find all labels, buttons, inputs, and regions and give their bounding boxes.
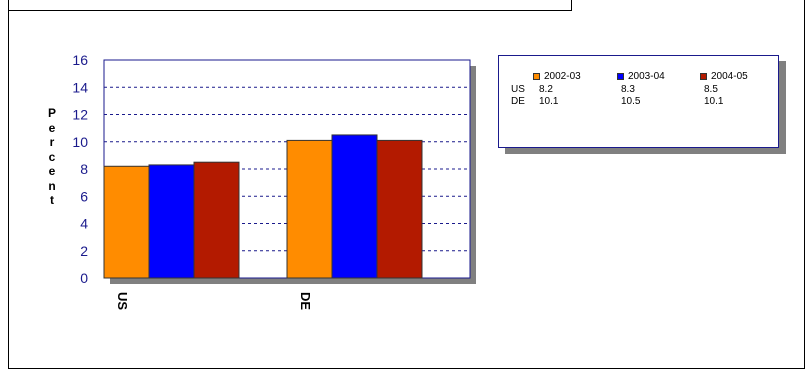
bar xyxy=(376,139,423,279)
legend-table: 2002-03 2003-04 2004-05 US 8.2 8.3 8.5 DE 10.1 10… xyxy=(498,55,779,148)
y-axis-label-char: n xyxy=(48,178,56,193)
y-tick-label: 6 xyxy=(80,188,88,204)
bar xyxy=(286,139,333,279)
legend-row-label: DE xyxy=(511,96,525,107)
bar xyxy=(331,134,378,279)
legend-value: 10.5 xyxy=(621,96,641,107)
top-border-notch xyxy=(571,0,572,11)
y-tick-label: 4 xyxy=(80,216,88,232)
legend-series-item: 2002-03 xyxy=(533,70,581,82)
legend-series-name: 2004-05 xyxy=(711,70,748,82)
legend-series-item: 2004-05 xyxy=(700,70,748,82)
y-axis-label-char: r xyxy=(49,135,55,149)
legend-value: 10.1 xyxy=(539,96,559,107)
y-axis-label-char: e xyxy=(48,120,56,135)
legend-value: 8.5 xyxy=(704,84,718,95)
chart-frame xyxy=(8,0,805,369)
x-category-label: DE xyxy=(298,292,313,310)
legend-swatch xyxy=(700,72,707,80)
y-tick-label: 0 xyxy=(80,270,88,286)
y-axis-label-char: P xyxy=(47,106,56,120)
bar xyxy=(103,165,150,279)
bar xyxy=(193,161,240,279)
top-border-line xyxy=(8,10,572,11)
legend-value: 10.1 xyxy=(704,96,724,107)
legend-swatch xyxy=(533,72,540,80)
y-axis-label-char: t xyxy=(50,193,54,207)
legend-swatch xyxy=(617,72,624,80)
legend-series-name: 2002-03 xyxy=(544,70,581,82)
y-tick-label: 16 xyxy=(72,52,88,68)
x-category-label: US xyxy=(115,292,130,310)
y-axis-label-char: e xyxy=(48,164,56,178)
legend-value: 8.3 xyxy=(621,84,635,95)
legend-series-item: 2003-04 xyxy=(617,70,665,82)
y-tick-label: 8 xyxy=(80,161,88,177)
y-tick-label: 2 xyxy=(80,243,88,259)
bar xyxy=(148,164,195,279)
legend-value: 8.2 xyxy=(539,84,553,95)
y-tick-label: 12 xyxy=(72,107,88,123)
y-axis-label-char: c xyxy=(48,149,56,164)
legend-series-name: 2003-04 xyxy=(628,70,665,82)
y-tick-label: 10 xyxy=(72,134,88,150)
y-tick-label: 14 xyxy=(72,79,88,95)
legend-row-label: US xyxy=(511,84,525,95)
